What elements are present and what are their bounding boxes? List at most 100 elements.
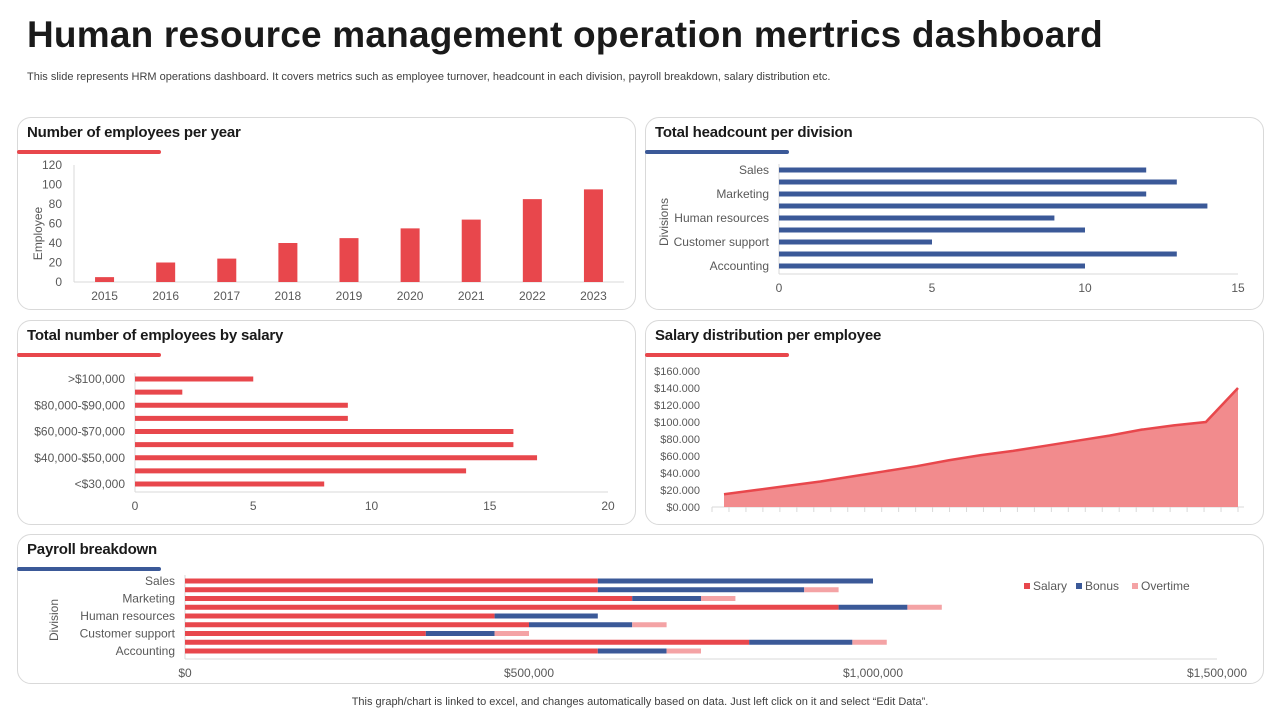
employees-per-year-chart: 0 20 40 60 80 100 120 2015 2016 2017 2018 2019 2020 2…: [31, 158, 624, 303]
bar: [779, 263, 1085, 269]
panel-underline: [645, 353, 789, 357]
bar-overtime: [494, 631, 529, 636]
y-tick-label: $160.000: [654, 366, 700, 378]
bar: [779, 215, 1055, 221]
x-tick-label: 2016: [152, 289, 179, 303]
headcount-per-division-panel: Total headcount per division 0 5 10 15 Sales…: [645, 117, 1264, 310]
x-tick-label: 15: [483, 499, 497, 513]
panel-title: Number of employees per year: [27, 124, 241, 141]
y-axis-label: Employee: [31, 207, 45, 261]
y-axis-label: Division: [47, 599, 61, 641]
y-tick-label: Human resources: [80, 609, 175, 623]
bar-overtime: [632, 622, 667, 628]
x-tick-label: 0: [776, 281, 783, 295]
legend-label-overtime: Overtime: [1141, 579, 1190, 593]
y-tick-label: Sales: [739, 163, 769, 177]
bar: [135, 481, 325, 487]
salary-distribution-panel: Salary distribution per employee $0.000 $…: [645, 320, 1264, 525]
bar: [779, 227, 1085, 233]
bar-2015: [95, 277, 115, 282]
bar-2018: [278, 243, 298, 282]
y-tick-label: $40,000-$50,000: [34, 451, 125, 465]
panel-title: Total number of employees by salary: [27, 327, 284, 344]
bar-2019: [339, 238, 359, 282]
bar-2021: [461, 219, 481, 282]
x-tick-label: $500,000: [504, 666, 554, 680]
bar-overtime: [852, 639, 887, 645]
y-tick-label: $20.000: [660, 485, 700, 497]
x-tick-label: 10: [1078, 281, 1092, 295]
bar-2022: [522, 199, 542, 282]
panel-underline: [17, 567, 161, 571]
x-tick-label: 20: [601, 499, 615, 513]
bar-salary: [185, 648, 598, 654]
y-tick-label: 40: [49, 236, 63, 250]
y-tick-label: $60,000-$70,000: [34, 425, 125, 439]
bar: [135, 455, 538, 461]
bar-2020: [400, 228, 420, 282]
page-subtitle: This slide represents HRM operations das…: [27, 71, 831, 83]
y-tick-label: 100: [42, 178, 62, 192]
bar-overtime: [907, 604, 942, 610]
y-tick-label: Marketing: [716, 187, 769, 201]
y-tick-label: <$30,000: [75, 477, 126, 491]
x-tick-label: 2023: [580, 289, 607, 303]
y-tick-label: $140.000: [654, 383, 700, 395]
bar: [135, 429, 514, 434]
y-tick-label: Human resources: [674, 211, 769, 225]
page-title: Human resource management operation mert…: [27, 14, 1103, 55]
employees-by-salary-panel: Total number of employees by salary 0 5 10…: [17, 320, 636, 525]
y-tick-label: $80.000: [660, 434, 700, 446]
bar-bonus: [425, 631, 495, 636]
bar-salary: [185, 578, 598, 584]
legend-label-salary: Salary: [1033, 579, 1067, 593]
bar: [135, 389, 183, 395]
legend-swatch-bonus: [1076, 583, 1082, 589]
x-tick-label: 2017: [213, 289, 240, 303]
bar-bonus: [597, 578, 873, 584]
payroll-breakdown-panel: Payroll breakdown $0 $500,000 $1,000,000 $1…: [17, 534, 1264, 684]
y-tick-label: 20: [49, 256, 63, 270]
x-tick-label: 5: [250, 499, 257, 513]
x-tick-label: 0: [132, 499, 139, 513]
y-tick-label: Marketing: [122, 592, 175, 606]
bar-overtime: [804, 587, 839, 593]
bar-salary: [185, 596, 633, 601]
bar-2016: [156, 262, 176, 282]
legend-swatch-overtime: [1132, 583, 1138, 589]
bar-2017: [217, 258, 237, 282]
y-tick-label: $80,000-$90,000: [34, 398, 125, 412]
bar: [779, 203, 1208, 209]
y-tick-label: $0.000: [666, 502, 700, 514]
x-tick-label: 5: [929, 281, 936, 295]
y-axis-label: Divisions: [657, 198, 671, 246]
bar: [779, 179, 1177, 185]
y-tick-label: Sales: [145, 574, 175, 588]
area-fill: [724, 388, 1238, 507]
x-tick-label: $1,000,000: [843, 666, 903, 680]
y-tick-label: 0: [55, 275, 62, 289]
y-tick-label: 60: [49, 217, 63, 231]
bar-bonus: [749, 639, 853, 645]
x-tick-label: 10: [365, 499, 379, 513]
y-tick-label: $100.000: [654, 417, 700, 429]
y-tick-label: Accounting: [710, 259, 769, 273]
bar: [135, 402, 348, 408]
bar-salary: [185, 639, 750, 645]
panel-underline: [17, 150, 161, 154]
y-tick-label: Accounting: [116, 644, 175, 658]
panel-title: Total headcount per division: [655, 124, 853, 141]
bar-bonus: [597, 587, 805, 593]
bar: [135, 376, 254, 382]
bar-bonus: [632, 596, 701, 601]
bar: [135, 442, 514, 448]
bar-overtime: [666, 648, 701, 654]
bar-salary: [185, 622, 529, 628]
footer-note: This graph/chart is linked to excel, and…: [351, 696, 929, 708]
panel-title: Payroll breakdown: [27, 541, 157, 558]
y-tick-label: >$100,000: [68, 372, 125, 386]
bar-salary: [185, 587, 598, 593]
panel-underline: [17, 353, 161, 357]
legend-swatch-salary: [1024, 583, 1030, 589]
panel-title: Salary distribution per employee: [655, 327, 882, 344]
